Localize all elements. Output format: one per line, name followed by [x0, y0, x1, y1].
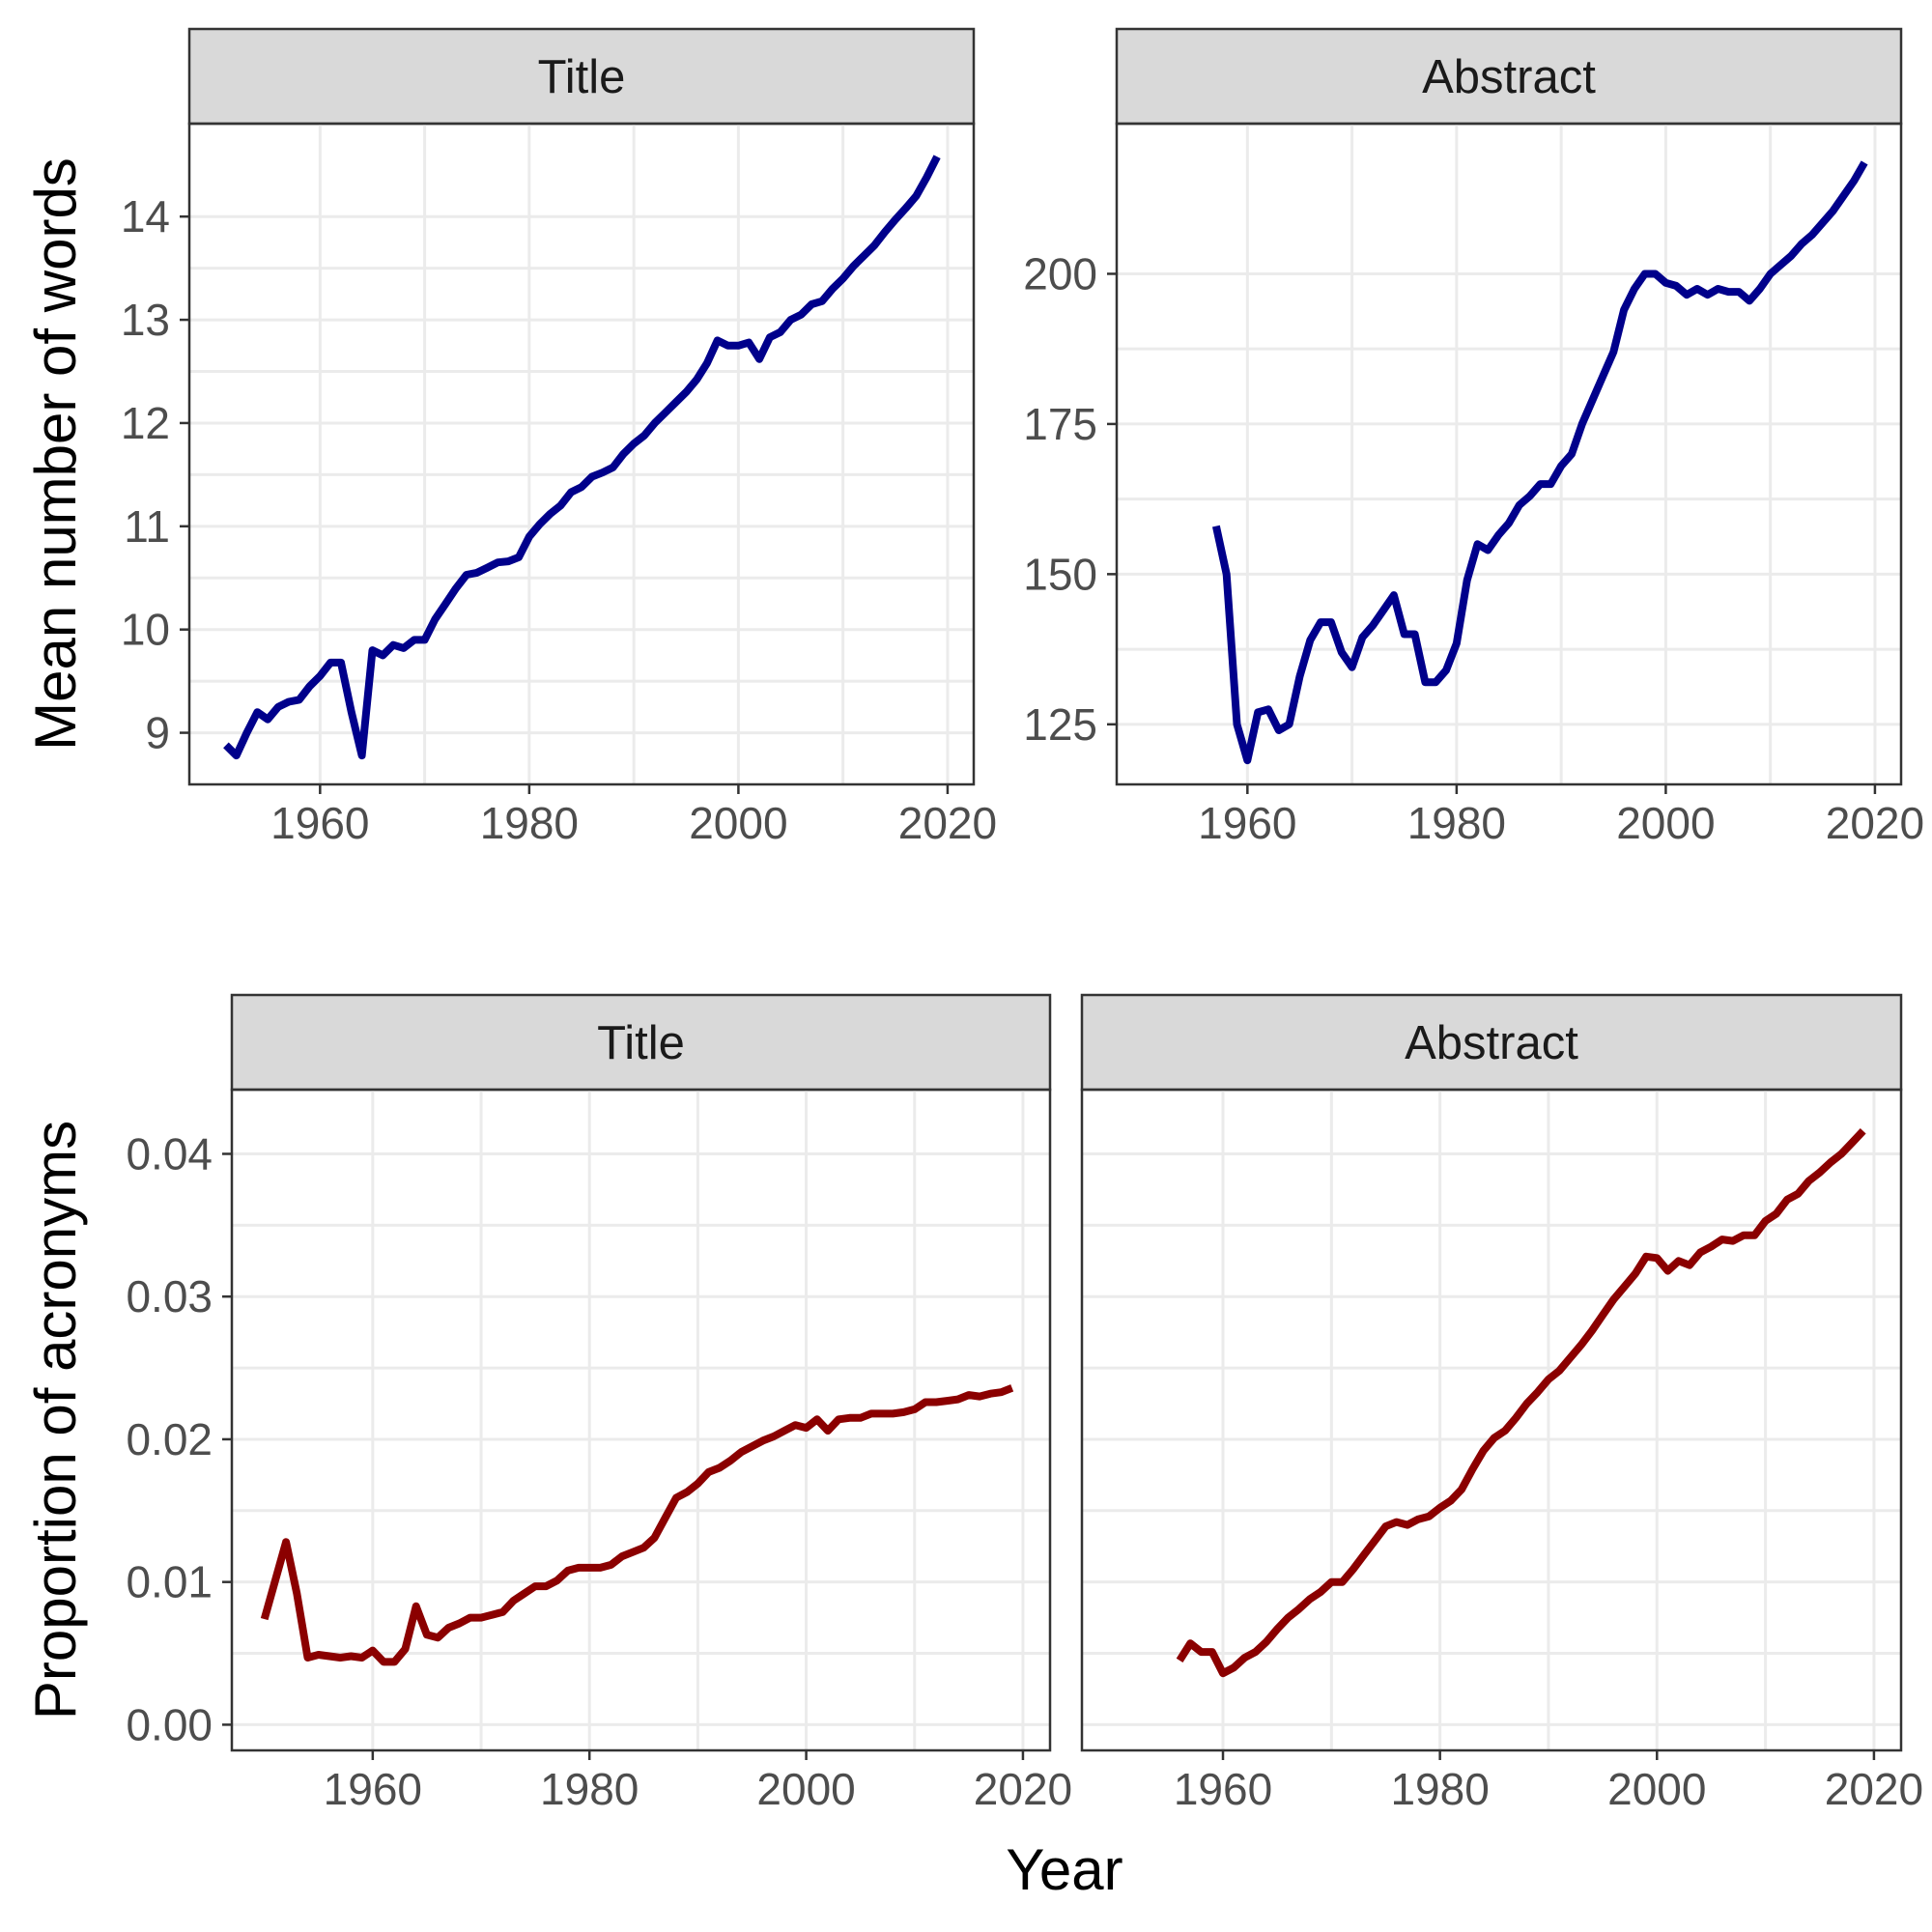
- y-axis-title-acronyms: Proportion of acronyms: [23, 1121, 88, 1719]
- x-tick-label: 2000: [1607, 1764, 1706, 1814]
- x-tick-label: 2020: [974, 1764, 1072, 1814]
- strip-acronyms-title: [230, 993, 1052, 1092]
- y-tick-label: 0.04: [126, 1128, 213, 1179]
- y-tick-label: 0.02: [126, 1414, 213, 1464]
- x-tick-label: 1960: [324, 1764, 422, 1814]
- grid-words-abstract: [1117, 124, 1901, 784]
- panel-border-words-abstract: [1115, 122, 1903, 786]
- strip-label-words-title: Title: [538, 51, 626, 103]
- x-tick-label: 2000: [689, 798, 787, 848]
- series-line-words-title: [223, 155, 941, 760]
- panel-border-words-title: [187, 122, 976, 786]
- y-tick-label: 14: [121, 191, 170, 242]
- y-tick-label: 0.01: [126, 1557, 213, 1607]
- series-line-words-abstract: [1211, 160, 1868, 765]
- strip-label-acronyms-title: Title: [597, 1017, 685, 1069]
- y-tick-label: 125: [1023, 699, 1097, 750]
- x-tick-label: 1980: [480, 798, 579, 848]
- strip-label-words-abstract: Abstract: [1422, 51, 1596, 103]
- x-tick-label: 1960: [1174, 1764, 1272, 1814]
- y-tick-label: 10: [121, 605, 170, 655]
- y-axis-title-words: Mean number of words: [23, 157, 88, 751]
- x-tick-label: 2020: [1825, 1764, 1923, 1814]
- panel-words-abstract: Abstract 1960 1980 2000 2020 125 150 175 200: [1023, 27, 1924, 848]
- x-tick-label: 1960: [270, 798, 369, 848]
- x-axis-title: Year: [1006, 1837, 1122, 1902]
- y-tick-label: 9: [145, 708, 170, 758]
- y-tick-label: 0.03: [126, 1271, 213, 1321]
- y-tick-label: 12: [121, 398, 170, 448]
- y-tick-label: 175: [1023, 399, 1097, 449]
- x-tick-label: 2000: [1616, 798, 1715, 848]
- x-tick-label: 2000: [756, 1764, 855, 1814]
- panel-border-acronyms-abstract: [1080, 1088, 1903, 1752]
- x-tick-label: 2020: [1826, 798, 1924, 848]
- y-tick-label: 0.00: [126, 1699, 213, 1749]
- strip-words-title: [187, 27, 976, 126]
- y-tick-label: 11: [124, 501, 170, 552]
- panel-acronyms-title: Title 1960 1980 2000 2020 0.00 0.01 0.02 0.03 0.0…: [126, 993, 1072, 1814]
- grid-acronyms-title: [232, 1090, 1050, 1750]
- panel-acronyms-abstract: Abstract 1960 1980 2000 2020: [1080, 993, 1923, 1814]
- grid-acronyms-abstract: [1082, 1090, 1901, 1750]
- y-tick-label: 150: [1023, 549, 1097, 599]
- x-tick-label: 2020: [898, 798, 997, 848]
- series-line-acronyms-abstract: [1176, 1128, 1866, 1678]
- x-tick-label: 1980: [1407, 798, 1506, 848]
- y-tick-label: 200: [1023, 248, 1097, 298]
- facet-panels: Title 1960 1980 2000 2020 9 10 11 12 13 14 Abstract…: [121, 27, 1924, 1814]
- x-tick-label: 1980: [540, 1764, 639, 1814]
- y-tick-label: 13: [121, 295, 170, 345]
- x-tick-label: 1980: [1390, 1764, 1489, 1814]
- panel-words-title: Title 1960 1980 2000 2020 9 10 11 12 13 14: [121, 27, 997, 848]
- series-line-acronyms-title: [260, 1384, 1014, 1666]
- strip-label-acronyms-abstract: Abstract: [1405, 1017, 1578, 1069]
- panel-border-acronyms-title: [230, 1088, 1052, 1752]
- x-tick-label: 1960: [1198, 798, 1296, 848]
